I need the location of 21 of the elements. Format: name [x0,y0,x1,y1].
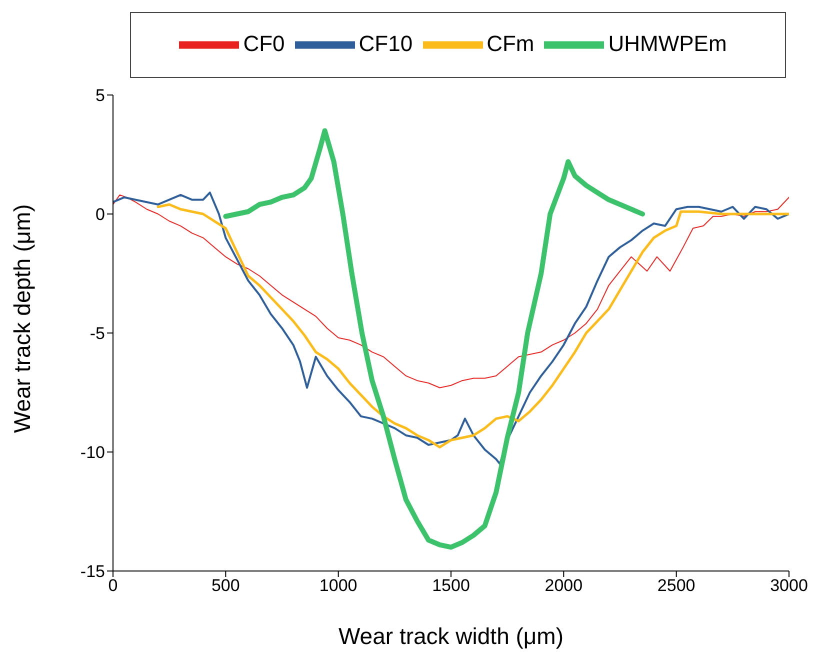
line-series [113,192,789,465]
x-tick-label: 0 [108,576,118,596]
legend-label: UHMWPEm [608,30,727,56]
legend-label: CF10 [358,30,413,56]
x-tick-label: 2500 [657,576,696,596]
line-series [113,194,789,388]
x-axis-title: Wear track width (μm) [338,623,564,649]
y-tick-label: 0 [96,205,105,224]
x-tick-label: 1000 [319,576,358,596]
x-tick-label: 2000 [544,576,583,596]
legend-label: CF0 [243,30,285,56]
y-tick-label: -5 [90,324,105,344]
y-tick-label: -15 [80,562,105,582]
legend-label: CFm [486,30,534,56]
y-axis-title: Wear track depth (μm) [9,204,36,433]
x-tick-label: 1500 [432,576,470,596]
y-tick-label: 5 [96,86,105,106]
line-series [156,203,789,448]
x-tick-label: 3000 [770,576,808,596]
x-tick-label: 500 [211,576,240,596]
y-tick-label: -10 [80,443,105,462]
